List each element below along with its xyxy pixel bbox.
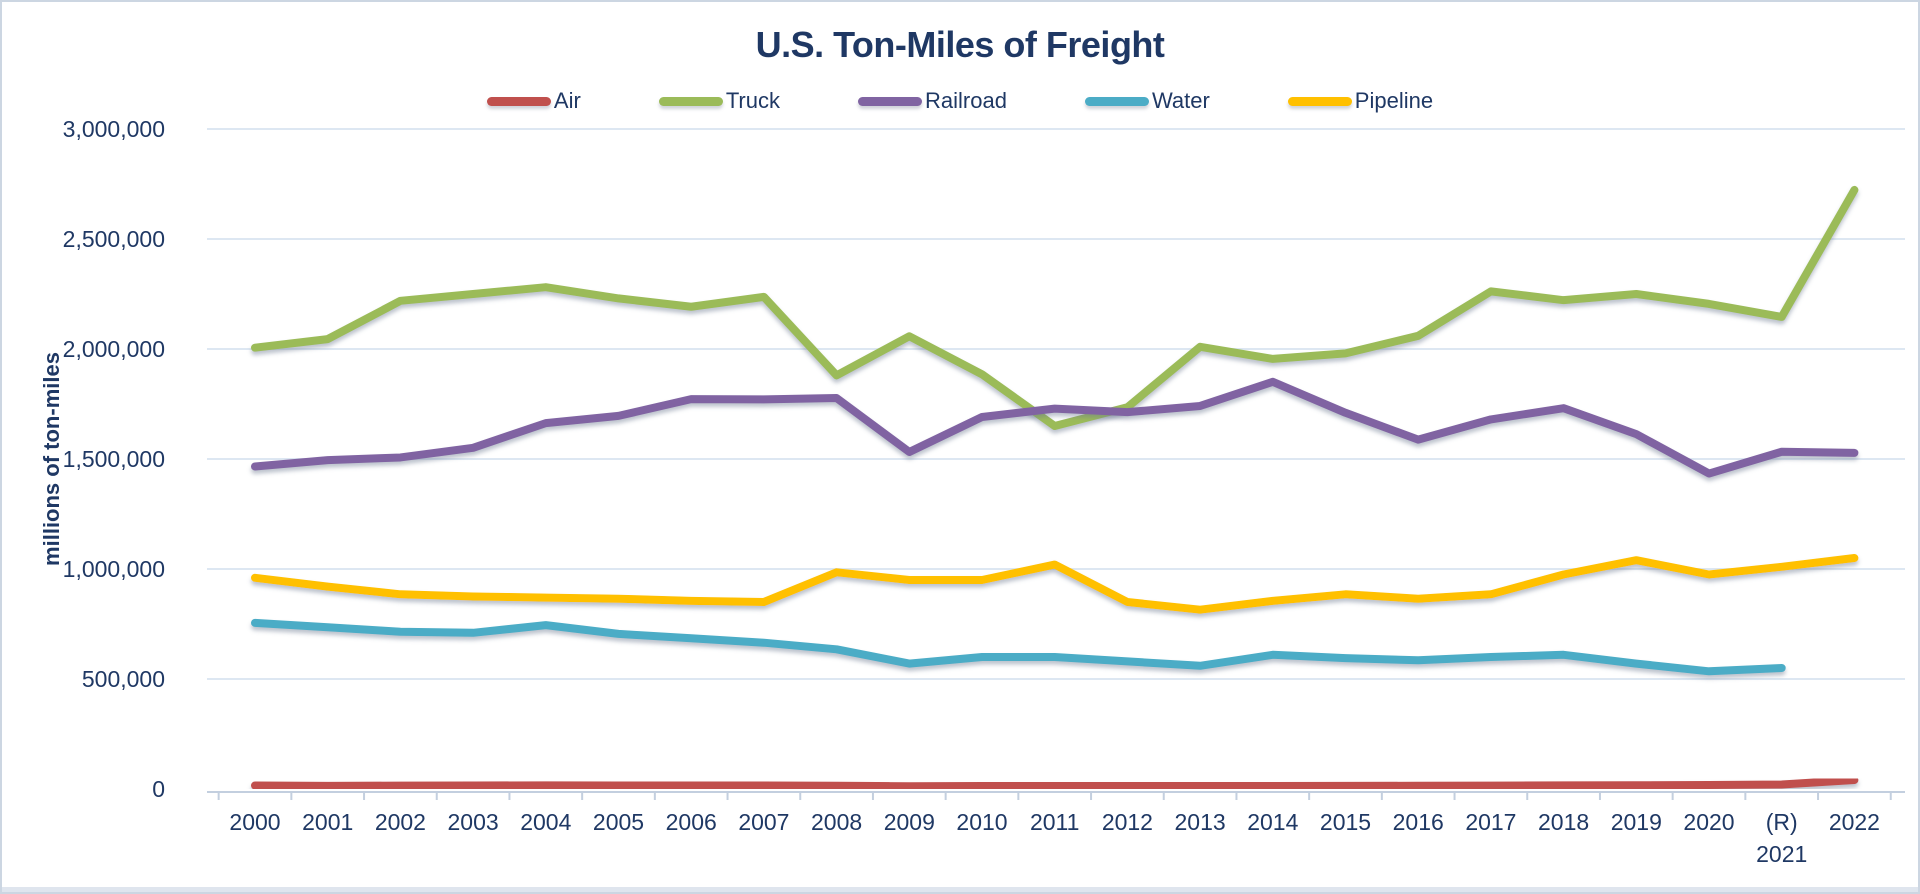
y-tick-label-1500000: 1,500,000: [63, 446, 165, 472]
legend-item-pipeline: Pipeline: [1287, 88, 1434, 114]
x-tick-label-2007: 2007: [738, 809, 789, 835]
x-tick-label-2001: 2001: [302, 809, 353, 835]
x-tick-label-2018: 2018: [1538, 809, 1589, 835]
legend-item-water: Water: [1084, 88, 1210, 114]
y-axis-title: millions of ton-miles: [39, 352, 64, 566]
x-tick-label-2015: 2015: [1320, 809, 1371, 835]
x-tick-label-2017: 2017: [1465, 809, 1516, 835]
x-tick-label-R2021: (R) 2021: [1756, 809, 1807, 867]
y-tick-label-2000000: 2,000,000: [63, 336, 165, 362]
x-tick-label-2005: 2005: [593, 809, 644, 835]
legend-swatch-air: [486, 96, 551, 106]
series-line-water: [251, 618, 1786, 676]
legend-swatch-water: [1084, 96, 1149, 106]
legend-label-air: Air: [553, 88, 581, 113]
legend-swatch-railroad: [858, 96, 922, 106]
bottom-border-strip: [2, 887, 1918, 892]
x-tick-label-2009: 2009: [884, 809, 935, 835]
legend-swatch-pipeline: [1287, 96, 1352, 106]
x-tick-label-2000: 2000: [229, 809, 280, 835]
legend-label-water: Water: [1151, 88, 1210, 113]
y-tick-label-3000000: 3,000,000: [63, 116, 165, 142]
series-line-air: [251, 775, 1859, 791]
legend-item-air: Air: [486, 88, 581, 114]
y-tick-label-1000000: 1,000,000: [63, 556, 165, 582]
legend-item-railroad: Railroad: [858, 88, 1007, 114]
series-line-truck: [251, 185, 1859, 430]
legend-swatch-truck: [658, 96, 723, 106]
x-tick-label-2010: 2010: [956, 809, 1007, 835]
chart-legend: Air Truck Railroad Water Pipeline: [2, 88, 1918, 114]
legend-label-railroad: Railroad: [925, 88, 1007, 113]
x-tick-label-2019: 2019: [1611, 809, 1662, 835]
legend-label-pipeline: Pipeline: [1354, 88, 1434, 113]
x-tick-label-2008: 2008: [811, 809, 862, 835]
legend-label-truck: Truck: [725, 88, 780, 113]
x-tick-label-2002: 2002: [375, 809, 426, 835]
series-line-railroad: [251, 377, 1859, 478]
x-tick-label-2013: 2013: [1175, 809, 1226, 835]
series-line-pipeline: [251, 554, 1859, 614]
chart-title: U.S. Ton-Miles of Freight: [755, 24, 1165, 65]
x-tick-label-2014: 2014: [1247, 809, 1298, 835]
x-tick-label-2016: 2016: [1393, 809, 1444, 835]
x-tick-label-2020: 2020: [1683, 809, 1734, 835]
x-tick-label-2004: 2004: [520, 809, 571, 835]
y-tick-label-2500000: 2,500,000: [63, 226, 165, 252]
x-tick-label-2022: 2022: [1829, 809, 1880, 835]
y-tick-label-0: 0: [152, 776, 165, 802]
legend-item-truck: Truck: [658, 88, 780, 114]
x-tick-label-2006: 2006: [666, 809, 717, 835]
x-tick-label-2012: 2012: [1102, 809, 1153, 835]
x-tick-label-2003: 2003: [448, 809, 499, 835]
y-tick-label-500000: 500,000: [82, 666, 165, 692]
x-tick-label-2011: 2011: [1030, 809, 1079, 835]
